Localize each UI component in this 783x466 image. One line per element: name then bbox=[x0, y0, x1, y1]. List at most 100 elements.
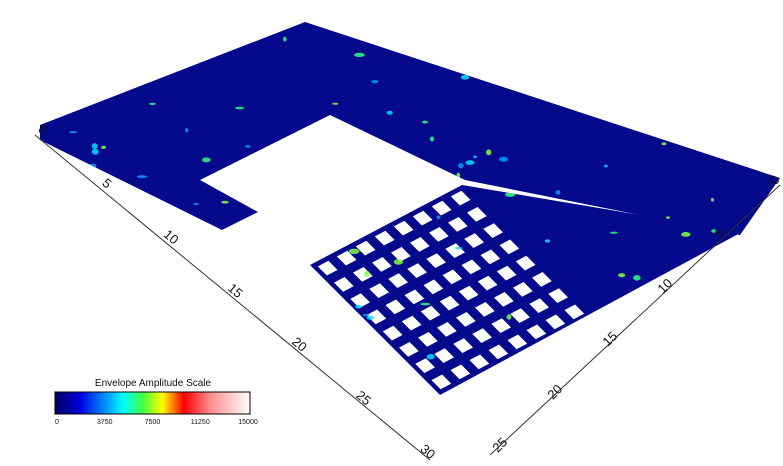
blob bbox=[312, 332, 321, 338]
colorbar-tick-label: 15000 bbox=[238, 419, 258, 426]
blob bbox=[505, 192, 515, 197]
left-tick-label: 30 bbox=[418, 441, 439, 462]
blob bbox=[101, 146, 106, 149]
blob bbox=[392, 214, 396, 217]
blob bbox=[618, 273, 625, 277]
fence-diagram: 0510152025300510152025 Envelope Amplitud… bbox=[0, 0, 783, 466]
blob bbox=[88, 164, 96, 169]
blob bbox=[341, 210, 349, 213]
right-tick-label: 20 bbox=[544, 381, 565, 402]
blob bbox=[371, 80, 378, 83]
blob bbox=[69, 131, 77, 133]
blob bbox=[349, 249, 360, 254]
blob bbox=[479, 61, 483, 64]
blob bbox=[686, 312, 695, 317]
blob bbox=[427, 354, 435, 359]
blob bbox=[633, 275, 641, 281]
blob bbox=[92, 143, 98, 149]
blob bbox=[481, 57, 487, 59]
blob bbox=[595, 74, 599, 76]
blob bbox=[384, 164, 387, 169]
left-tick-label: 10 bbox=[161, 226, 182, 247]
blob bbox=[499, 157, 508, 162]
right-tick-label: 15 bbox=[599, 328, 620, 349]
blob bbox=[219, 320, 226, 323]
blob bbox=[504, 80, 512, 83]
blob bbox=[622, 87, 628, 91]
blob bbox=[193, 203, 199, 205]
blob bbox=[367, 347, 377, 351]
blob bbox=[387, 111, 393, 115]
blob bbox=[466, 160, 475, 165]
blob bbox=[169, 28, 179, 34]
blob bbox=[360, 194, 364, 200]
blob bbox=[456, 173, 460, 179]
blob bbox=[202, 157, 210, 162]
blob bbox=[142, 269, 152, 271]
blob bbox=[173, 354, 180, 357]
blob bbox=[283, 37, 286, 42]
colorbar-tick-label: 7500 bbox=[145, 419, 161, 426]
blob bbox=[604, 165, 608, 168]
blob bbox=[486, 149, 491, 155]
blob bbox=[662, 142, 667, 145]
back-slab bbox=[40, 22, 780, 235]
blob bbox=[137, 175, 148, 178]
colorbar-tick-label: 3750 bbox=[97, 419, 113, 426]
page: {"colorbar": {"title": "Envelope Amplitu… bbox=[0, 0, 783, 466]
blob bbox=[420, 303, 430, 306]
blob bbox=[57, 190, 64, 192]
left-tick-label: 15 bbox=[225, 280, 246, 301]
blob bbox=[455, 247, 462, 249]
blob bbox=[332, 103, 338, 105]
left-tick-label: 25 bbox=[353, 387, 374, 408]
blob bbox=[422, 121, 428, 124]
blob bbox=[417, 166, 421, 172]
blob bbox=[175, 44, 186, 50]
blob bbox=[355, 152, 362, 158]
blob bbox=[92, 149, 99, 155]
gpr-fence bbox=[40, 22, 780, 395]
blob bbox=[354, 53, 365, 57]
blob bbox=[513, 80, 520, 84]
left-tick-label: 20 bbox=[289, 334, 310, 355]
blob bbox=[434, 36, 440, 39]
blob bbox=[666, 216, 670, 219]
blob bbox=[610, 232, 617, 234]
blob bbox=[185, 128, 188, 132]
blob bbox=[706, 135, 713, 139]
blob bbox=[394, 259, 403, 265]
blob bbox=[67, 109, 71, 112]
blob bbox=[355, 305, 362, 309]
blob bbox=[711, 198, 714, 202]
colorbar-tick-label: 11250 bbox=[191, 419, 210, 426]
blob bbox=[436, 215, 440, 219]
blob bbox=[556, 190, 561, 195]
blob bbox=[221, 201, 229, 204]
blob bbox=[246, 221, 250, 226]
right-tick-label: 10 bbox=[654, 275, 675, 296]
blob bbox=[173, 41, 177, 43]
blob bbox=[183, 245, 188, 250]
blob bbox=[363, 314, 370, 316]
blob bbox=[245, 145, 251, 148]
blob bbox=[72, 79, 81, 84]
blob bbox=[507, 314, 512, 319]
colorbar-tick-label: 0 bbox=[55, 419, 59, 426]
blob bbox=[504, 54, 511, 57]
blob bbox=[365, 211, 375, 213]
colorbar: Envelope Amplitude Scale 0 3750 7500 11250 1… bbox=[55, 378, 258, 426]
blob bbox=[140, 290, 150, 293]
blob bbox=[473, 156, 477, 159]
blob bbox=[147, 266, 155, 272]
left-tick-label: 5 bbox=[99, 175, 114, 191]
blob bbox=[458, 163, 463, 168]
colorbar-scale bbox=[55, 392, 250, 414]
blob bbox=[660, 340, 666, 346]
blob bbox=[367, 316, 375, 320]
blob bbox=[461, 75, 469, 80]
blob bbox=[297, 143, 301, 149]
blob bbox=[681, 232, 690, 237]
colorbar-title: Envelope Amplitude Scale bbox=[95, 378, 212, 389]
blob bbox=[393, 45, 398, 49]
